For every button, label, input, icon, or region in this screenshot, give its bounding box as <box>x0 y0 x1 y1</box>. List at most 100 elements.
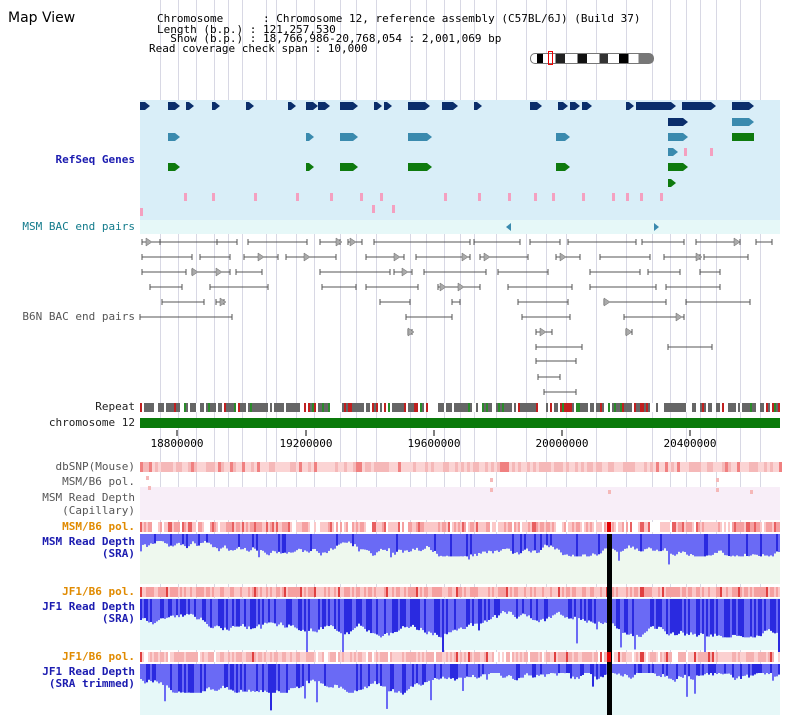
msm-pol-segment <box>632 522 634 532</box>
jf1-pol-segment <box>666 587 668 597</box>
b6n-bac-arrow <box>191 267 199 277</box>
jf1-b6-pol-label-1[interactable]: JF1/B6 pol. <box>62 585 135 598</box>
msm-pol-segment <box>158 522 160 532</box>
msm-b6-pol-label[interactable]: MSM/B6 pol. <box>62 520 135 533</box>
jf1-trim-depth-bar <box>662 664 664 675</box>
jf1-trim-depth-bar <box>690 664 692 680</box>
msm-pol-segment <box>732 522 734 532</box>
jf1-sra-depth-bar <box>570 599 572 619</box>
repeat-label[interactable]: Repeat <box>95 400 135 413</box>
dbsnp-segment <box>437 462 440 472</box>
repeat-block <box>628 403 630 412</box>
jf1-trim-depth-bar <box>534 664 536 678</box>
jf1-trim-depth-bar <box>378 664 380 684</box>
jf1-sra-depth-bar <box>676 599 678 636</box>
jf1-sra-depth-bar <box>760 599 762 637</box>
msm-read-depth-cap-label[interactable]: MSM Read Depth <box>42 491 135 504</box>
jf1-trim-depth-bar <box>558 664 560 674</box>
repeat-block <box>718 403 720 412</box>
msm-pol-segment <box>250 522 252 532</box>
msm-pol-segment <box>194 522 196 532</box>
msm-sra-depth-bar <box>448 534 450 557</box>
msm-pol-segment <box>554 522 556 532</box>
jf1-trim-depth-bar <box>530 664 532 676</box>
repeat-block <box>562 403 564 412</box>
msm-sra-depth-bar <box>376 534 378 553</box>
jf1-sra-depth-bar <box>654 599 656 629</box>
jf1-pol-segment <box>366 587 368 597</box>
pink-mark <box>478 193 481 201</box>
msm-read-depth-sra-label[interactable]: MSM Read Depth <box>42 535 135 548</box>
jf1-trim-depth-bar <box>620 664 622 676</box>
jf1-pol-segment <box>266 652 268 662</box>
jf1-trim-depth-bar <box>772 664 774 681</box>
repeat-block <box>448 403 450 412</box>
jf1-b6-pol-label-2[interactable]: JF1/B6 pol. <box>62 650 135 663</box>
msm-pol-segment <box>760 522 762 532</box>
msm-pol-segment <box>700 522 702 532</box>
dbsnp-segment <box>731 462 734 472</box>
jf1-pol-segment <box>356 587 358 597</box>
jf1-sra-depth-bar <box>662 599 664 630</box>
jf1-pol-segment <box>598 587 600 597</box>
msm-sra-depth-bar <box>658 534 660 552</box>
gene-feature <box>442 102 453 110</box>
jf1-sra-depth-bar <box>444 599 446 634</box>
jf1-sra-depth-bar <box>670 599 672 634</box>
msm-bac-label[interactable]: MSM BAC end pairs <box>22 220 135 233</box>
jf1-sra-depth-bar <box>516 599 518 619</box>
jf1-sra-depth-bar <box>622 599 624 633</box>
msm-sra-depth-bar <box>464 534 466 557</box>
jf1-pol-segment <box>476 652 478 662</box>
jf1-sra-depth-bar <box>508 599 510 612</box>
dbsnp-segment <box>701 462 704 472</box>
jf1-sra-depth-bar <box>264 599 266 623</box>
jf1-pol-segment <box>504 652 506 662</box>
jf1-sra-depth-bar <box>312 599 314 632</box>
dbsnp-segment <box>644 462 647 472</box>
jf1-sra-depth-bar <box>182 599 184 617</box>
jf1-pol-segment <box>688 587 690 597</box>
jf1-sra-depth-bar <box>742 599 744 638</box>
msm-sra-depth-bar <box>222 534 224 548</box>
msm-pol-segment <box>592 522 594 532</box>
jf1-pol-segment <box>384 652 386 662</box>
msm-sra-depth-bar <box>762 534 764 555</box>
msm-pol-segment <box>766 522 768 532</box>
msm-sra-depth-bar <box>664 534 666 549</box>
jf1-trim-depth-bar <box>594 664 596 677</box>
b6n-bac-label[interactable]: B6N BAC end pairs <box>22 310 135 323</box>
jf1-pol-segment <box>746 652 748 662</box>
refseq-genes-label[interactable]: RefSeq Genes <box>55 153 135 166</box>
repeat-block <box>210 403 212 412</box>
dbsnp-label[interactable]: dbSNP(Mouse) <box>55 460 135 473</box>
msm-sra-depth-bar <box>330 534 332 549</box>
repeat-block <box>278 403 280 412</box>
jf1-pol-segment <box>748 587 750 597</box>
dbsnp-segment <box>518 462 521 472</box>
dbsnp-segment <box>167 462 170 472</box>
jf1-read-depth-trim-label[interactable]: JF1 Read Depth <box>42 665 135 678</box>
jf1-pol-segment <box>200 587 202 597</box>
chromosome-ideogram[interactable] <box>530 53 654 64</box>
msm-pol-segment <box>660 522 662 532</box>
msm-sra-depth-bar <box>430 534 432 551</box>
jf1-pol-segment <box>618 587 620 597</box>
msm-sra-depth-bar <box>258 534 260 558</box>
jf1-pol-segment <box>150 587 152 597</box>
msm-sra-depth-bar <box>184 534 186 547</box>
gene-feature <box>636 102 671 110</box>
msm-sra-depth-bar <box>646 534 648 549</box>
jf1-pol-segment <box>352 652 354 662</box>
jf1-sra-depth-bar <box>646 599 648 632</box>
jf1-read-depth-sra-label[interactable]: JF1 Read Depth <box>42 600 135 613</box>
jf1-sra-depth-bar <box>146 599 148 621</box>
repeat-block <box>646 403 648 412</box>
jf1-trim-depth-bar <box>480 664 482 677</box>
msm-b6-pol-label-top[interactable]: MSM/B6 pol. <box>62 475 135 488</box>
repeat-block <box>270 403 272 412</box>
jf1-sra-depth-bar <box>564 599 566 618</box>
msm-sra-depth-bar <box>550 534 552 546</box>
jf1-sra-depth-bar <box>408 599 410 628</box>
